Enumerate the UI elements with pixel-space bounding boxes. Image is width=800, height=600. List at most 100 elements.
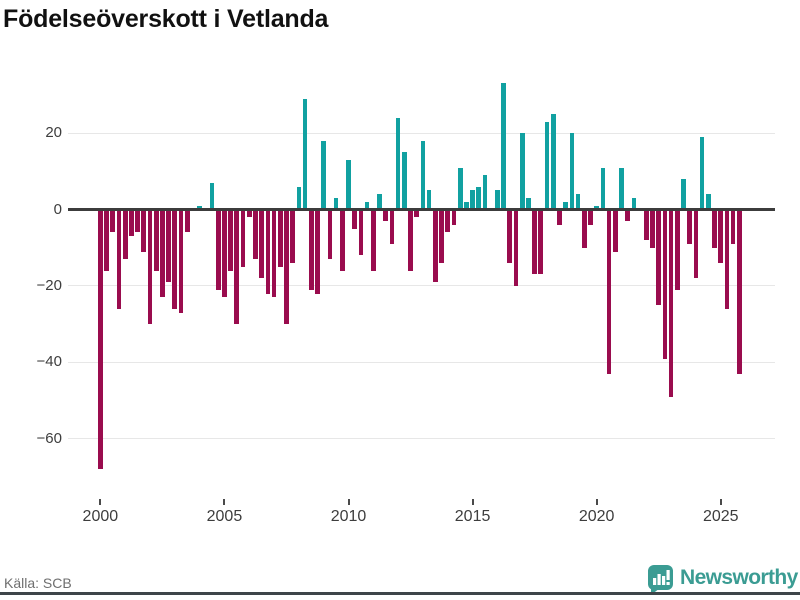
bar-2005 Q4 bbox=[240, 209, 246, 267]
bar-2011 Q1 bbox=[370, 209, 376, 271]
bar-2021 Q2 bbox=[625, 209, 631, 221]
bar-2025 Q3 bbox=[730, 209, 736, 244]
bar-2019 Q1 bbox=[569, 133, 575, 210]
x-tick-label-2025: 2025 bbox=[702, 508, 739, 525]
bar-2022 Q1 bbox=[643, 209, 649, 241]
bar-2011 Q4 bbox=[389, 209, 395, 244]
bar-2017 Q1 bbox=[519, 133, 525, 210]
bar-2022 Q2 bbox=[650, 209, 655, 248]
zero-axis-line bbox=[68, 208, 775, 211]
bar-2000 Q2 bbox=[104, 209, 109, 271]
bar-2016 Q4 bbox=[513, 209, 519, 286]
bar-2021 Q1 bbox=[619, 167, 624, 210]
bar-2001 Q2 bbox=[129, 209, 134, 237]
y-tick-label: −40 bbox=[36, 353, 62, 371]
bar-2014 Q1 bbox=[445, 209, 451, 233]
bar-2015 Q2 bbox=[476, 186, 482, 210]
source-note: Källa: SCB bbox=[4, 575, 72, 591]
bar-2015 Q3 bbox=[482, 175, 488, 210]
bar-2013 Q4 bbox=[439, 209, 444, 263]
bar-2008 Q3 bbox=[308, 209, 314, 290]
bar-2006 Q4 bbox=[265, 209, 271, 294]
chart-title: Födelseöverskott i Vetlanda bbox=[3, 5, 329, 33]
bar-2007 Q4 bbox=[290, 209, 295, 263]
bar-2020 Q1 bbox=[594, 205, 599, 210]
bar-2013 Q1 bbox=[420, 140, 426, 210]
bar-2018 Q2 bbox=[550, 114, 556, 210]
y-tick-label: 0 bbox=[53, 200, 62, 218]
bar-2024 Q4 bbox=[712, 209, 717, 248]
bar-2018 Q1 bbox=[544, 121, 550, 210]
bar-2008 Q1 bbox=[296, 186, 302, 210]
bar-2023 Q4 bbox=[687, 209, 693, 244]
x-tick-mark-2025 bbox=[719, 499, 722, 505]
bar-2019 Q2 bbox=[575, 194, 581, 210]
bar-2003 Q2 bbox=[178, 209, 184, 313]
bar-2014 Q2 bbox=[451, 209, 457, 225]
bar-2014 Q4 bbox=[464, 201, 469, 210]
bar-2005 Q3 bbox=[234, 209, 240, 325]
bar-2012 Q2 bbox=[402, 152, 407, 210]
bar-2025 Q4 bbox=[737, 209, 742, 374]
bar-2002 Q3 bbox=[160, 209, 165, 298]
bar-2009 Q1 bbox=[321, 140, 327, 210]
bar-2010 Q1 bbox=[346, 159, 351, 210]
bar-2019 Q4 bbox=[588, 209, 593, 225]
bar-2016 Q2 bbox=[501, 83, 506, 210]
gridline-−20 bbox=[68, 285, 775, 287]
bar-2004 Q4 bbox=[215, 209, 221, 290]
bar-2006 Q1 bbox=[246, 209, 252, 218]
bar-2015 Q1 bbox=[470, 190, 475, 210]
x-tick-mark-2000 bbox=[99, 499, 102, 505]
bar-2021 Q3 bbox=[631, 198, 637, 210]
bar-2014 Q3 bbox=[457, 167, 463, 210]
bar-2009 Q3 bbox=[333, 198, 339, 210]
y-tick-label: −20 bbox=[36, 276, 62, 294]
x-tick-label-2005: 2005 bbox=[206, 508, 243, 525]
bar-2023 Q2 bbox=[674, 209, 680, 290]
bar-2012 Q4 bbox=[414, 209, 420, 218]
plot-area: 20 0 −20 −40 −60 2000 2005 2010 2015 2020 2025 bbox=[36, 83, 775, 525]
x-tick-mark-2005 bbox=[223, 499, 226, 505]
bar-2020 Q4 bbox=[612, 209, 618, 252]
bar-2006 Q2 bbox=[253, 209, 258, 260]
bar-2022 Q4 bbox=[662, 209, 668, 359]
bar-2010 Q3 bbox=[358, 209, 364, 256]
bar-2007 Q2 bbox=[277, 209, 283, 267]
newsworthy-logo[interactable]: Newsworthy bbox=[646, 564, 798, 596]
bar-2003 Q3 bbox=[184, 209, 190, 233]
bar-2024 Q1 bbox=[693, 209, 699, 279]
bar-2007 Q1 bbox=[271, 209, 277, 298]
bar-2020 Q3 bbox=[606, 209, 612, 374]
bar-2003 Q1 bbox=[172, 209, 178, 309]
bar-2018 Q4 bbox=[563, 201, 568, 210]
gridline-−60 bbox=[68, 438, 775, 440]
bar-2006 Q3 bbox=[259, 209, 264, 279]
bar-2005 Q1 bbox=[222, 209, 227, 298]
bar-2012 Q3 bbox=[408, 209, 413, 271]
x-tick-label-2000: 2000 bbox=[82, 508, 119, 525]
x-tick-mark-2015 bbox=[471, 499, 474, 505]
bar-2001 Q4 bbox=[141, 209, 147, 252]
bar-2004 Q1 bbox=[197, 205, 202, 210]
x-tick-label-2010: 2010 bbox=[330, 508, 367, 525]
bar-2022 Q3 bbox=[656, 209, 662, 305]
bar-2010 Q2 bbox=[352, 209, 358, 229]
x-tick-label-2015: 2015 bbox=[454, 508, 491, 525]
bar-2007 Q3 bbox=[284, 209, 289, 325]
bar-2017 Q3 bbox=[532, 209, 537, 275]
bar-2017 Q4 bbox=[538, 209, 544, 275]
bar-2013 Q2 bbox=[426, 190, 432, 210]
bar-2011 Q3 bbox=[383, 209, 389, 221]
bottom-border-line bbox=[0, 592, 800, 595]
bar-2002 Q1 bbox=[147, 209, 153, 325]
bar-2005 Q2 bbox=[228, 209, 233, 271]
gridline-−40 bbox=[68, 361, 775, 363]
bar-2009 Q4 bbox=[339, 209, 345, 271]
bar-2024 Q2 bbox=[699, 136, 705, 210]
y-tick-label: −60 bbox=[36, 429, 62, 447]
bar-2016 Q1 bbox=[495, 190, 500, 210]
y-tick-label: 20 bbox=[45, 124, 62, 142]
bar-2002 Q4 bbox=[166, 209, 171, 283]
x-tick-label-2020: 2020 bbox=[578, 508, 615, 525]
